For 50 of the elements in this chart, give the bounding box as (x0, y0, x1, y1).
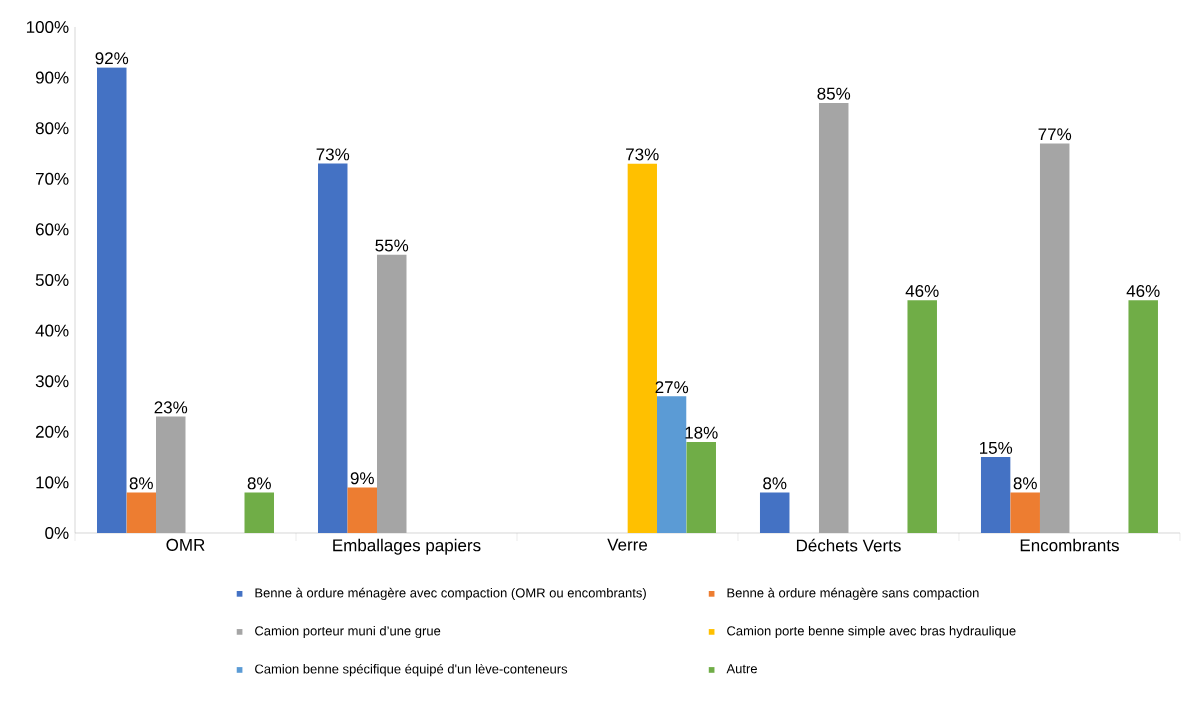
legend-label: Autre (726, 664, 757, 674)
bar (318, 163, 348, 533)
data-label: 23% (154, 401, 188, 414)
x-tick-label: Verre (607, 538, 648, 551)
legend-label: Camion porte benne simple avec bras hydraulique (727, 625, 1016, 639)
y-tick-label: 30% (35, 375, 69, 388)
data-label: 15% (980, 441, 1013, 454)
data-label: 73% (626, 148, 659, 161)
bar (126, 492, 156, 533)
data-label: 8% (1013, 477, 1037, 490)
data-label: 46% (1126, 284, 1160, 298)
legend-label: Camion benne spécifique équipé d'un lève-conteneurs (255, 663, 568, 677)
bar (347, 487, 377, 533)
y-tick-label: 100% (26, 20, 69, 34)
bar (759, 492, 790, 533)
y-tick-label: 40% (35, 324, 69, 337)
bar (244, 492, 275, 533)
y-tick-label: 50% (35, 273, 69, 287)
y-tick-label: 60% (35, 223, 69, 236)
data-label: 9% (350, 472, 374, 485)
x-tick-label: Déchets Verts (796, 538, 901, 552)
y-tick-label: 10% (36, 476, 69, 489)
data-label: 73% (316, 148, 350, 161)
bar (686, 441, 716, 533)
x-tick-label: Encombrants (1020, 538, 1119, 552)
data-label: 92% (95, 52, 129, 65)
data-label: 55% (375, 239, 409, 252)
data-label: 77% (1038, 128, 1072, 141)
y-tick-label: 90% (35, 71, 69, 84)
y-tick-label: 20% (35, 425, 69, 438)
data-label: 8% (129, 477, 153, 490)
y-tick-label: 0% (45, 526, 69, 540)
x-tick-label: Emballages papiers (333, 538, 481, 555)
bar (97, 67, 127, 533)
bar (656, 396, 687, 533)
data-label: 8% (247, 477, 271, 490)
bar (907, 300, 937, 533)
y-tick-label: 80% (35, 122, 69, 135)
legend-label: Camion porteur muni d’une grue (255, 625, 441, 639)
data-label: 46% (905, 284, 939, 298)
data-label: 85% (817, 87, 851, 100)
x-tick-label: OMR (166, 538, 205, 551)
legend-label: Benne à ordure ménagère sans compaction (727, 587, 979, 601)
bar (627, 163, 657, 533)
y-tick-label: 70% (36, 172, 69, 185)
legend-label: Benne à ordure ménagère avec compaction (OMR ou encombrants) (255, 587, 646, 601)
data-label: 8% (763, 477, 787, 490)
bar (980, 457, 1011, 533)
bar (1128, 300, 1158, 533)
bar (1010, 492, 1040, 533)
